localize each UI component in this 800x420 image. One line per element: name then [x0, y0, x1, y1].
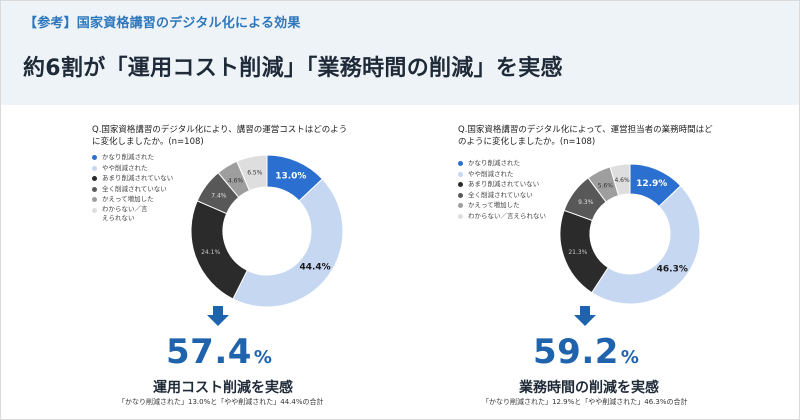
survey-question: Q.国家資格講習のデジタル化によって、運営担当者の業務時間はどのように変化しまし…	[458, 125, 713, 147]
legend-label: やや削減された	[102, 163, 148, 172]
legend-dot	[458, 171, 463, 177]
slice-value-label: 21.3%	[568, 249, 587, 256]
legend-dot	[458, 161, 463, 166]
summary-percentage: 57.4%	[166, 332, 272, 372]
legend-item: かなり削減された	[458, 158, 538, 169]
legend-item: わからない／言えられない	[458, 211, 546, 222]
legend-dot	[92, 207, 97, 213]
legend-dot	[458, 213, 463, 219]
slice-value-label: 9.3%	[578, 199, 594, 206]
legend-dot	[92, 176, 97, 181]
slice-value-label: 6.5%	[247, 170, 263, 177]
summary-unit: %	[253, 347, 272, 368]
summary-note: 「かなり削減された」13.0%と「やや削減された」44.4%の合計	[118, 398, 324, 406]
legend-dot	[92, 186, 97, 192]
slice-value-label: 4.6%	[614, 177, 630, 184]
donut-slice	[609, 163, 631, 197]
legend-label: 全く削減されていない	[468, 190, 533, 199]
legend-label: あまり削減されていない	[102, 174, 174, 182]
legend-item: 全く削減されていない	[92, 184, 167, 195]
slice-value-label: 44.4%	[299, 262, 330, 272]
donut-chart-time: 12.9% 46.3% 21.3% 9.3% 5.6%4.6%	[559, 163, 701, 305]
chart-panel-time: Q.国家資格講習のデジタル化によって、運営担当者の業務時間はどのように変化しまし…	[420, 118, 790, 418]
slice-value-label: 7.4%	[211, 193, 227, 200]
legend-label: わからない／言えられない	[468, 211, 546, 220]
legend-dot	[458, 182, 463, 187]
down-arrow-icon	[207, 306, 229, 326]
slide-title: 約6割が「運用コスト削減」「業務時間の削減」を実感	[23, 56, 563, 81]
donut-chart-cost: 13.0% 44.4% 24.1% 7.4% 4.6%6.5%	[190, 154, 344, 308]
legend-item: やや削減された	[458, 169, 538, 180]
chart-legend: かなり削減された やや削減された あまり削減されていない 全く削減されていない …	[92, 152, 173, 223]
slice-value-label: 5.6%	[598, 182, 614, 189]
legend-dot	[458, 192, 463, 198]
summary-percentage: 59.2%	[533, 332, 639, 372]
down-arrow-icon	[574, 306, 596, 326]
chart-legend: かなり削減された やや削減された あまり削減されていない 全く削減されていない …	[458, 158, 546, 222]
reference-tag: 【参考】国家資格講習のデジタル化による効果	[24, 16, 301, 31]
legend-item: あまり削減されていない	[458, 179, 540, 190]
slice-value-label: 4.6%	[228, 177, 244, 184]
chart-panel-cost: Q.国家資格講習のデジタル化により、講習の運営コストはどのように変化しましたか。…	[40, 118, 410, 418]
legend-dot	[92, 197, 97, 202]
legend-dot	[92, 165, 97, 171]
slide-header: 【参考】国家資格講習のデジタル化による効果 約6割が「運用コスト削減」「業務時間…	[1, 1, 799, 105]
legend-item: かえって増加した	[92, 194, 154, 205]
summary-value: 59.2	[533, 332, 619, 372]
summary-label: 運用コスト削減を実感	[153, 380, 293, 396]
slice-value-label: 46.3%	[657, 265, 688, 275]
legend-label: かえって増加した	[468, 201, 520, 209]
legend-item: かなり削減された	[92, 152, 154, 163]
legend-label: あまり削減されていない	[468, 180, 540, 188]
legend-label: かなり削減された	[468, 159, 520, 167]
legend-dot	[458, 203, 463, 208]
donut-slice	[591, 185, 701, 305]
legend-label: かなり削減された	[102, 153, 154, 161]
legend-label: やや削減された	[468, 169, 514, 178]
summary-unit: %	[620, 347, 639, 368]
legend-label: かえって増加した	[102, 195, 154, 203]
slice-value-label: 24.1%	[201, 249, 220, 256]
summary-label: 業務時間の削減を実感	[519, 380, 659, 396]
legend-item: あまり削減されていない	[92, 173, 173, 184]
legend-dot	[92, 155, 97, 160]
slice-value-label: 12.9%	[636, 179, 667, 189]
legend-label: わからない／言えられない	[102, 204, 148, 222]
summary-note: 「かなり削減された」12.9%と「やや削減された」46.3%の合計	[482, 398, 688, 406]
slice-value-label: 13.0%	[275, 171, 306, 181]
survey-question: Q.国家資格講習のデジタル化により、講習の運営コストはどのように変化しましたか。…	[92, 125, 348, 147]
legend-item: かえって増加した	[458, 200, 538, 211]
legend-item: やや削減された	[92, 163, 150, 174]
legend-item: 全く削減されていない	[458, 190, 538, 201]
summary-value: 57.4	[166, 332, 252, 372]
donut-slice	[232, 178, 344, 308]
legend-label: 全く削減されていない	[102, 184, 167, 193]
legend-item: わからない／言えられない	[92, 205, 150, 223]
donut-slice	[236, 154, 268, 192]
